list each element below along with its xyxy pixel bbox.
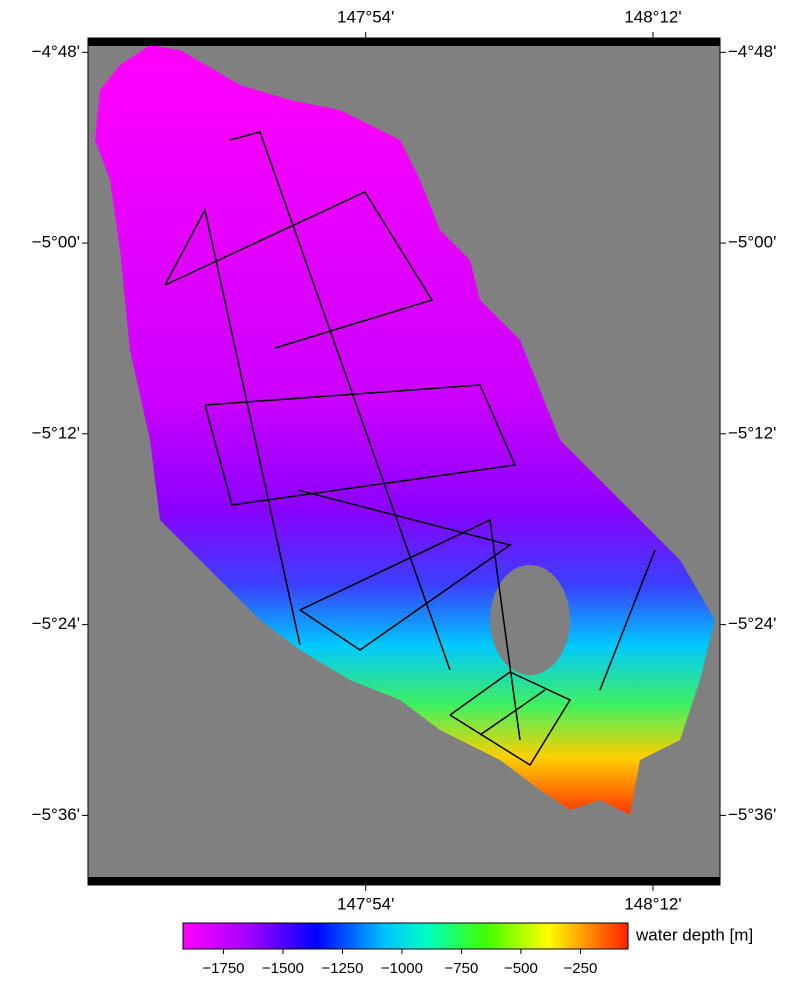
y-tick-label: −5°24' — [728, 614, 776, 633]
colorbar-tick-label: −750 — [445, 960, 479, 977]
ship-tracks — [164, 131, 656, 767]
frame-bottom — [88, 877, 720, 885]
colorbar-tick-label: −500 — [504, 960, 538, 977]
y-tick-label: −5°36' — [728, 805, 776, 824]
colorbar-tick-label: −1250 — [321, 960, 363, 977]
y-tick-label: −5°00' — [32, 233, 80, 252]
colorbar — [182, 922, 629, 950]
colorbar-tick-label: −250 — [564, 960, 598, 977]
colorbar-tick-label: −1000 — [381, 960, 423, 977]
y-tick-label: −5°24' — [32, 614, 80, 633]
y-tick-label: −5°36' — [32, 805, 80, 824]
y-tick-label: −5°12' — [32, 423, 80, 442]
y-tick-label: −4°48' — [32, 42, 80, 61]
x-tick-label: 148°12' — [624, 7, 681, 26]
island — [490, 565, 570, 675]
y-tick-label: −4°48' — [728, 42, 776, 61]
x-tick-label: 147°54' — [337, 7, 394, 26]
colorbar-tick-label: −1500 — [262, 960, 304, 977]
x-tick-label: 148°12' — [624, 894, 681, 913]
y-tick-label: −5°00' — [728, 233, 776, 252]
colorbar-label: water depth [m] — [635, 925, 753, 944]
x-tick-label: 147°54' — [337, 894, 394, 913]
frame-top — [88, 38, 720, 46]
colorbar-tick-label: −1750 — [202, 960, 244, 977]
y-tick-label: −5°12' — [728, 423, 776, 442]
